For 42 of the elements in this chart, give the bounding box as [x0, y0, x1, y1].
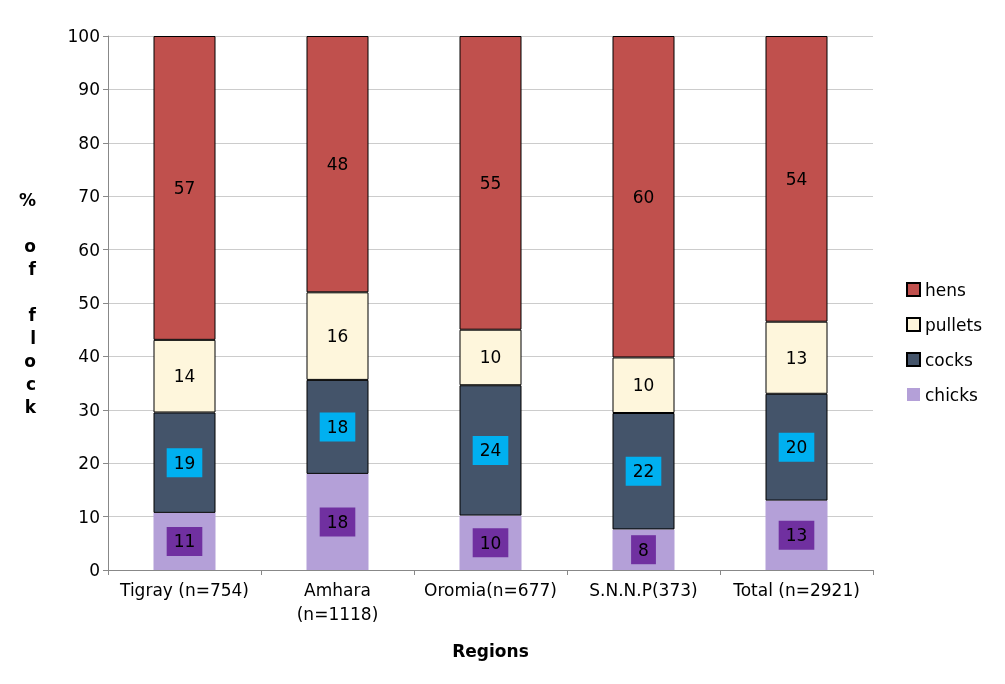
data-label: 57: [173, 177, 196, 198]
data-label: 10: [479, 532, 502, 553]
x-tick-label: Total (n=2921): [732, 580, 860, 600]
legend-label: chicks: [925, 384, 979, 405]
legend-label: pullets: [925, 314, 983, 335]
y-tick-label: 80: [78, 132, 100, 153]
y-tick-label: 70: [78, 186, 100, 207]
data-label: 10: [479, 347, 502, 368]
data-label: 20: [785, 437, 808, 458]
data-label: 18: [326, 511, 349, 532]
y-tick-label: 30: [78, 399, 100, 420]
data-label: 8: [638, 539, 649, 560]
data-label: 24: [479, 440, 502, 461]
data-label: 11: [173, 531, 196, 552]
data-label: 55: [479, 172, 502, 193]
y-tick-label: 60: [78, 239, 100, 260]
data-label: 16: [326, 326, 349, 347]
data-label: 48: [326, 154, 349, 175]
y-tick-label: 100: [67, 26, 100, 46]
data-label: 10: [632, 375, 655, 396]
x-axis-title: Regions: [452, 640, 529, 661]
x-tick-label: Amhara (n=1118): [296, 580, 379, 624]
text: % of flock: [18, 189, 36, 417]
data-label: 13: [785, 525, 808, 546]
data-label: 22: [632, 461, 655, 482]
legend-label: hens: [925, 279, 967, 300]
x-tick-label: Oromia(n=677): [424, 580, 557, 600]
legend-label: cocks: [925, 349, 973, 370]
x-tick-label: Tigray (n=754): [119, 580, 249, 600]
y-tick-label: 10: [78, 506, 100, 527]
data-label: 18: [326, 416, 349, 437]
x-tick-label: S.N.N.P(373): [589, 580, 698, 600]
data-label: 14: [173, 366, 196, 387]
y-tick-label: 20: [78, 453, 100, 474]
y-tick-label: 50: [78, 293, 100, 313]
data-label: 54: [785, 168, 808, 189]
data-label: 19: [173, 452, 196, 473]
data-label: 13: [785, 347, 808, 368]
y-tick-label: 40: [78, 346, 100, 367]
y-tick-label: 0: [89, 560, 100, 580]
y-tick-label: 90: [78, 79, 100, 100]
data-label: 60: [632, 186, 655, 207]
